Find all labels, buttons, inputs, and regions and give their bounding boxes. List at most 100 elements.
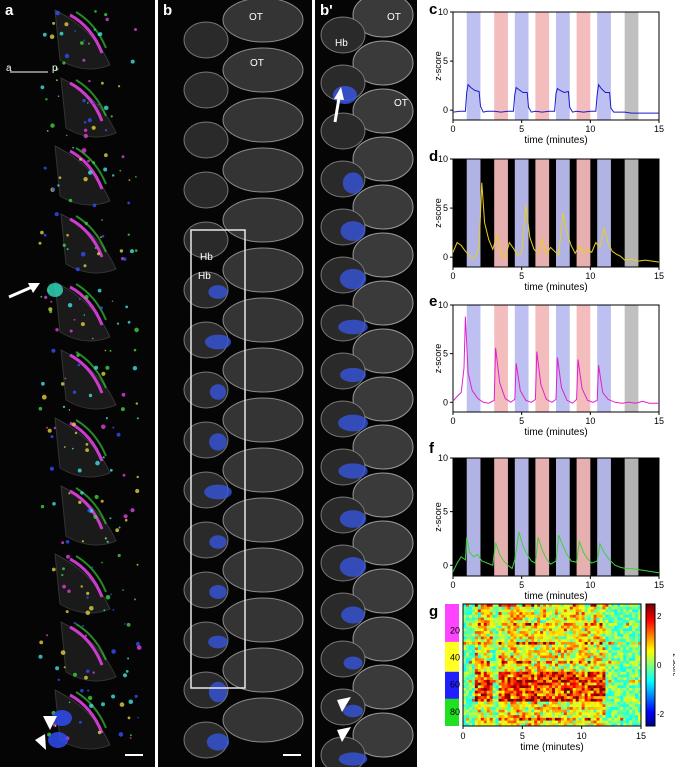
colorbar-step — [646, 642, 655, 646]
ot-label-b2-2: OT — [394, 98, 408, 109]
colorbar-step — [646, 713, 655, 717]
hb-label-1: Hb — [200, 252, 213, 263]
xtick-label-e: 5 — [519, 416, 524, 426]
xtick-label-f: 5 — [519, 580, 524, 590]
colorbar-frame — [645, 603, 656, 727]
ytick-label-d: 10 — [438, 154, 448, 164]
panel-label-b: b — [163, 2, 173, 19]
colorbar-step — [646, 691, 655, 694]
xtick-label-e: 0 — [450, 416, 455, 426]
colorbar-step — [646, 650, 655, 654]
colorbar-step — [646, 658, 655, 662]
panel-b2-image: b' Hb OT OT — [315, 0, 417, 767]
ot-label-1: OT — [249, 12, 263, 23]
colorbar-step — [646, 614, 655, 617]
colorbar-step — [646, 612, 655, 615]
stim-band-d-5 — [576, 159, 591, 267]
heatmap-xlabel: time (minutes) — [520, 742, 583, 753]
colorbar-step — [646, 630, 655, 633]
stim-band-c-0 — [466, 12, 481, 120]
stim-band-d-2 — [514, 159, 529, 267]
heatmap-ytick-label: 60 — [450, 680, 460, 690]
panel-label-c: c — [429, 1, 437, 18]
ytick-label-c: 10 — [438, 7, 448, 17]
series-line-f — [452, 531, 660, 574]
xtick-label-d: 15 — [654, 271, 664, 281]
plot-frame-c — [452, 11, 660, 121]
heatmap-cells — [463, 604, 642, 727]
xtick-label-c: 0 — [450, 124, 455, 134]
roi-box — [190, 229, 246, 689]
colorbar-step — [646, 685, 655, 688]
ytick-label-f: 5 — [443, 507, 448, 517]
panel-b2-art — [320, 0, 414, 767]
colorbar-step — [646, 646, 655, 650]
xtick-label-c: 10 — [585, 124, 595, 134]
colorbar-step — [646, 673, 655, 676]
axis-a-label: a — [6, 63, 12, 74]
stim-band-d-0 — [466, 159, 481, 267]
stim-band-c-7 — [624, 12, 639, 120]
series-line-c — [452, 83, 659, 114]
heatmap-xtick-label: 10 — [577, 731, 587, 741]
colorbar-step — [646, 687, 655, 690]
panel-label-f: f — [429, 440, 435, 457]
arrowhead-icon-b2 — [337, 697, 351, 712]
heatmap-xtick-label: 15 — [636, 731, 646, 741]
series-line-d — [452, 182, 660, 263]
colorbar-step — [646, 719, 655, 723]
hb-label-b2: Hb — [335, 38, 348, 49]
colorbar-step — [646, 677, 655, 680]
colorbar-tick-label: 0 — [657, 661, 662, 670]
colorbar-step — [646, 689, 655, 692]
stim-band-e-0 — [466, 305, 481, 412]
heatmap-frame — [462, 603, 642, 727]
stim-band-e-4 — [556, 305, 570, 412]
plot-frame-e — [452, 304, 660, 413]
ylabel-f: z-score — [433, 502, 443, 532]
xtick-label-e: 10 — [585, 416, 595, 426]
colorbar-step — [646, 604, 655, 607]
colorbar-step — [646, 667, 655, 670]
stim-band-c-2 — [514, 12, 529, 120]
ot-label-b2-1: OT — [387, 12, 401, 23]
arrowhead-icon-b2-2 — [337, 727, 351, 742]
stim-band-c-4 — [556, 12, 570, 120]
stim-band-e-1 — [494, 305, 508, 412]
xlabel-c: time (minutes) — [524, 135, 587, 146]
group-bar-1 — [445, 641, 459, 672]
colorbar-step — [646, 654, 655, 658]
colorbar-step — [646, 640, 655, 644]
colorbar-step — [646, 644, 655, 648]
stim-band-f-4 — [556, 458, 570, 576]
colorbar-step — [646, 616, 655, 619]
panel-label-g: g — [429, 603, 438, 620]
panel-label-d: d — [429, 148, 438, 165]
colorbar-step — [646, 697, 655, 700]
colorbar-step — [646, 705, 655, 709]
colorbar-tick-label: 2 — [657, 612, 662, 621]
xtick-label-d: 10 — [585, 271, 595, 281]
stim-band-f-6 — [597, 458, 611, 576]
colorbar-step — [646, 707, 655, 711]
colorbar-step — [646, 660, 655, 664]
colorbar-step — [646, 620, 655, 623]
colorbar-step — [646, 701, 655, 705]
plot-frame-f — [452, 457, 660, 577]
ytick-label-c: 0 — [443, 105, 448, 115]
colorbar-step — [646, 717, 655, 721]
colorbar-step — [646, 626, 655, 629]
group-bar-2 — [445, 671, 459, 699]
ytick-label-e: 0 — [443, 397, 448, 407]
stim-band-e-6 — [597, 305, 611, 412]
stim-band-c-5 — [576, 12, 591, 120]
colorbar-step — [646, 638, 655, 641]
colorbar-step — [646, 648, 655, 652]
colorbar-step — [646, 624, 655, 627]
ylabel-e: z-score — [433, 344, 443, 374]
series-line-e — [452, 316, 659, 404]
colorbar-step — [646, 665, 655, 668]
colorbar-step — [646, 632, 655, 635]
ytick-label-f: 0 — [443, 560, 448, 570]
colorbar-step — [646, 709, 655, 713]
